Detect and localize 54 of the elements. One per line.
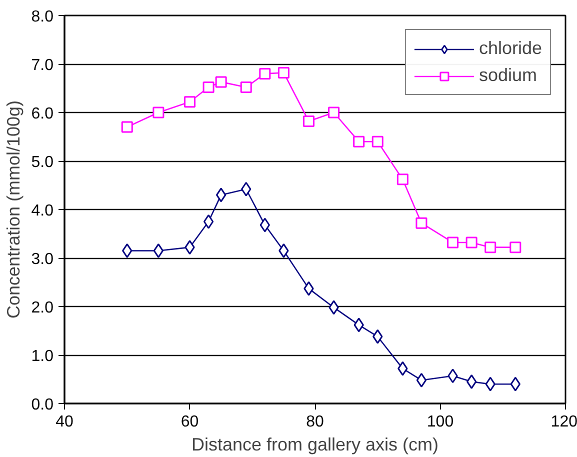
point <box>447 236 459 248</box>
point <box>466 236 478 248</box>
y-tick-label: 5.0 <box>31 154 54 171</box>
point <box>259 68 271 80</box>
y-tick-label: 7.0 <box>31 57 54 74</box>
point <box>304 281 314 296</box>
y-tick-label: 4.0 <box>31 202 54 220</box>
x-tick-label: 100 <box>426 414 454 430</box>
point <box>302 115 314 127</box>
point <box>328 106 340 118</box>
x-tick-label: 120 <box>550 414 577 430</box>
point <box>466 374 477 389</box>
point <box>372 136 384 148</box>
point <box>354 318 364 332</box>
x-axis-title: Distance from gallery axis (cm) <box>191 434 439 454</box>
point <box>203 214 214 229</box>
point <box>240 82 252 94</box>
point <box>416 217 428 229</box>
point <box>260 218 270 232</box>
y-axis-title: Concentration (mmol/100g) <box>3 100 24 319</box>
point <box>485 376 496 392</box>
point <box>510 242 522 254</box>
point <box>416 372 427 388</box>
point <box>184 96 196 108</box>
legend-label: sodium <box>478 65 537 86</box>
point <box>278 66 290 78</box>
point <box>353 136 365 148</box>
point <box>215 76 227 88</box>
point <box>328 300 339 315</box>
x-tick-label: 60 <box>180 414 199 430</box>
point <box>153 243 164 258</box>
point <box>202 82 214 94</box>
x-tick-label: 40 <box>56 414 74 430</box>
point <box>510 376 520 392</box>
point <box>122 243 132 258</box>
x-tick-label: 80 <box>306 414 324 430</box>
point <box>278 243 289 258</box>
point <box>396 174 408 186</box>
point <box>484 242 496 254</box>
point <box>241 182 252 196</box>
point <box>216 188 226 202</box>
point <box>448 368 458 384</box>
point <box>184 240 195 255</box>
point <box>121 121 133 133</box>
y-tick-label: 6.0 <box>31 106 54 122</box>
y-tick-label: 8.0 <box>31 8 54 26</box>
point <box>398 361 408 376</box>
y-tick-label: 2.0 <box>31 300 54 316</box>
point <box>372 329 383 344</box>
y-tick-label: 0.0 <box>31 396 54 414</box>
y-tick-label: 1.0 <box>31 348 54 365</box>
y-tick-label: 3.0 <box>31 251 54 268</box>
point <box>152 106 164 118</box>
legend-label: chloride <box>478 38 542 59</box>
